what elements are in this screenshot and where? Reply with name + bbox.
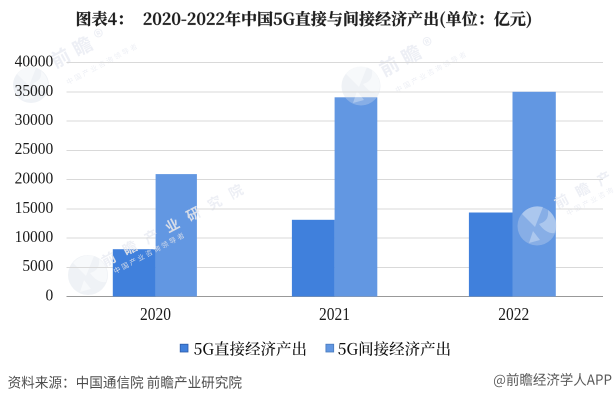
svg-text:10000: 10000 <box>15 229 54 247</box>
svg-text:2020: 2020 <box>140 304 171 324</box>
svg-text:5000: 5000 <box>22 258 53 276</box>
svg-text:2021: 2021 <box>319 304 350 324</box>
svg-text:20000: 20000 <box>15 170 54 188</box>
svg-text:0: 0 <box>46 287 54 305</box>
svg-text:25000: 25000 <box>15 141 54 159</box>
svg-text:35000: 35000 <box>15 82 54 100</box>
svg-text:40000: 40000 <box>15 53 54 71</box>
svg-text:30000: 30000 <box>15 112 54 130</box>
svg-text:15000: 15000 <box>15 199 54 217</box>
svg-text:2022: 2022 <box>498 304 529 324</box>
